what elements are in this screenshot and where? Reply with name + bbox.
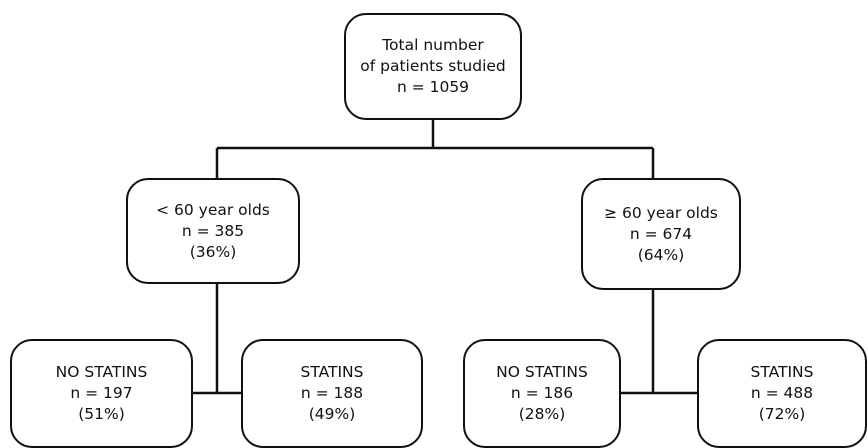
under-60-statins-label: STATINS [300, 363, 364, 381]
over-60-no-statins-box: NO STATINS n = 186 (28%) [463, 339, 621, 448]
over-60-statins-count: n = 488 [750, 384, 814, 402]
under-60-no-statins-count: n = 197 [70, 384, 133, 402]
under-60-statins-count: n = 188 [300, 384, 364, 402]
under-60-percent: (36%) [189, 242, 237, 261]
over-60-label: ≥ 60 year olds [604, 203, 718, 222]
under-60-statins-box: STATINS n = 188 (49%) [241, 339, 423, 448]
under-60-count: n = 385 [181, 221, 245, 240]
over-60-no-statins-percent: (28%) [518, 405, 566, 423]
over-60-no-statins-label: NO STATINS [496, 363, 588, 381]
over-60-box: ≥ 60 year olds n = 674 (64%) [581, 178, 741, 290]
over-60-count: n = 674 [629, 224, 693, 243]
under-60-no-statins-label: NO STATINS [55, 363, 148, 381]
over-60-statins-label: STATINS [750, 363, 814, 381]
under-60-box: < 60 year olds n = 385 (36%) [126, 178, 300, 284]
under-60-statins-percent: (49%) [308, 405, 356, 423]
over-60-statins-percent: (72%) [758, 405, 806, 423]
total-patients-box: Total number of patients studied n = 105… [344, 13, 522, 120]
total-patients-count: n = 1059 [396, 78, 470, 96]
under-60-no-statins-box: NO STATINS n = 197 (51%) [10, 339, 193, 448]
over-60-no-statins-count: n = 186 [510, 384, 574, 402]
over-60-percent: (64%) [637, 245, 685, 264]
over-60-statins-box: STATINS n = 488 (72%) [697, 339, 867, 448]
total-patients-title-line2: of patients studied [360, 57, 506, 75]
under-60-label: < 60 year olds [156, 200, 270, 219]
total-patients-title-line1: Total number [382, 36, 484, 54]
under-60-no-statins-percent: (51%) [78, 405, 125, 423]
